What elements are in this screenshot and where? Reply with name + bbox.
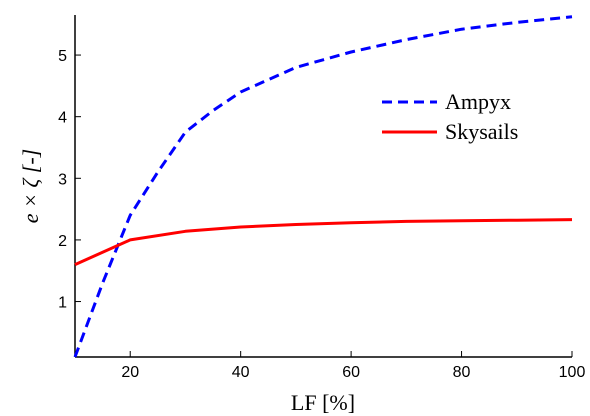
y-tick-label: 4 (58, 110, 67, 127)
x-tick-label: 40 (232, 364, 250, 381)
x-tick-label: 80 (453, 364, 471, 381)
y-axis-title: e × ζ [-] (18, 149, 43, 223)
series-line-ampyx (73, 15, 573, 358)
x-tick-label: 100 (559, 364, 586, 381)
y-tick-label: 5 (58, 48, 67, 65)
legend-label-ampyx: Ampyx (445, 89, 511, 114)
y-tick-label: 1 (58, 295, 67, 312)
legend: Ampyx Skysails (382, 89, 518, 144)
axes (74, 15, 572, 358)
ticks: 20 40 60 80 100 1 2 3 4 5 (58, 48, 585, 381)
x-tick-label: 20 (121, 364, 139, 381)
x-tick-label: 60 (342, 364, 360, 381)
series-line-skysails (74, 218, 573, 266)
x-axis-title: LF [%] (291, 390, 355, 415)
y-tick-label: 3 (58, 171, 67, 188)
series (73, 15, 573, 358)
legend-label-skysails: Skysails (445, 119, 518, 144)
y-tick-label: 2 (58, 233, 67, 250)
